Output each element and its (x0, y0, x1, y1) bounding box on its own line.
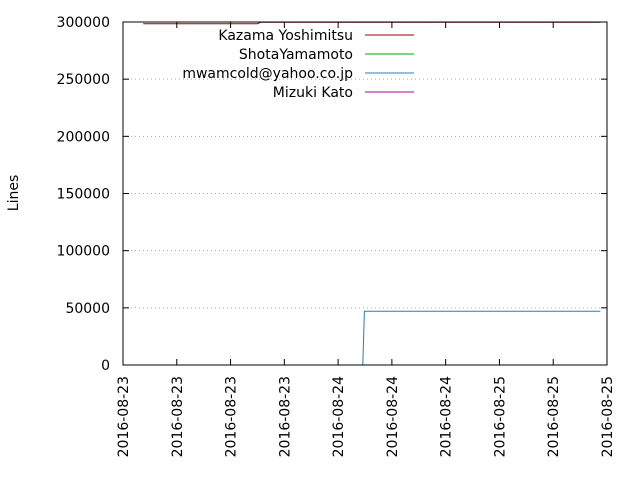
x-tick-label: 2016-08-23 (277, 376, 293, 457)
legend-label: Mizuki Kato (273, 85, 353, 101)
y-tick-label: 50000 (65, 301, 110, 317)
x-tick-label: 2016-08-25 (492, 376, 508, 457)
y-axis: 0 50000 100000 150000 200000 250000 300000 (57, 15, 607, 374)
x-tick-label: 2016-08-23 (170, 376, 186, 457)
y-tick-label: 300000 (57, 15, 110, 31)
x-axis: 2016-08-23 2016-08-23 2016-08-23 2016-08-23… (116, 22, 616, 457)
y-tick-label: 0 (101, 358, 110, 374)
grid-lines (123, 78, 607, 309)
x-tick-label: 2016-08-23 (116, 376, 132, 457)
x-tick-label: 2016-08-25 (600, 376, 616, 457)
legend-label: Kazama Yoshimitsu (218, 28, 353, 44)
series-line (362, 310, 601, 366)
legend: Kazama Yoshimitsu ShotaYamamoto mwamcold@y… (182, 28, 414, 101)
legend-label: ShotaYamamoto (239, 47, 353, 63)
y-tick-label: 250000 (57, 72, 110, 88)
y-tick-label: 100000 (57, 244, 110, 260)
x-tick-label: 2016-08-23 (224, 376, 240, 457)
y-tick-label: 200000 (57, 129, 110, 145)
y-tick-label: 150000 (57, 187, 110, 203)
x-tick-label: 2016-08-24 (385, 376, 401, 457)
legend-label: mwamcold@yahoo.co.jp (182, 66, 353, 82)
x-tick-label: 2016-08-24 (439, 376, 455, 457)
x-tick-label: 2016-08-25 (546, 376, 562, 457)
x-tick-label: 2016-08-24 (331, 376, 347, 457)
y-axis-label: Lines (6, 175, 22, 211)
